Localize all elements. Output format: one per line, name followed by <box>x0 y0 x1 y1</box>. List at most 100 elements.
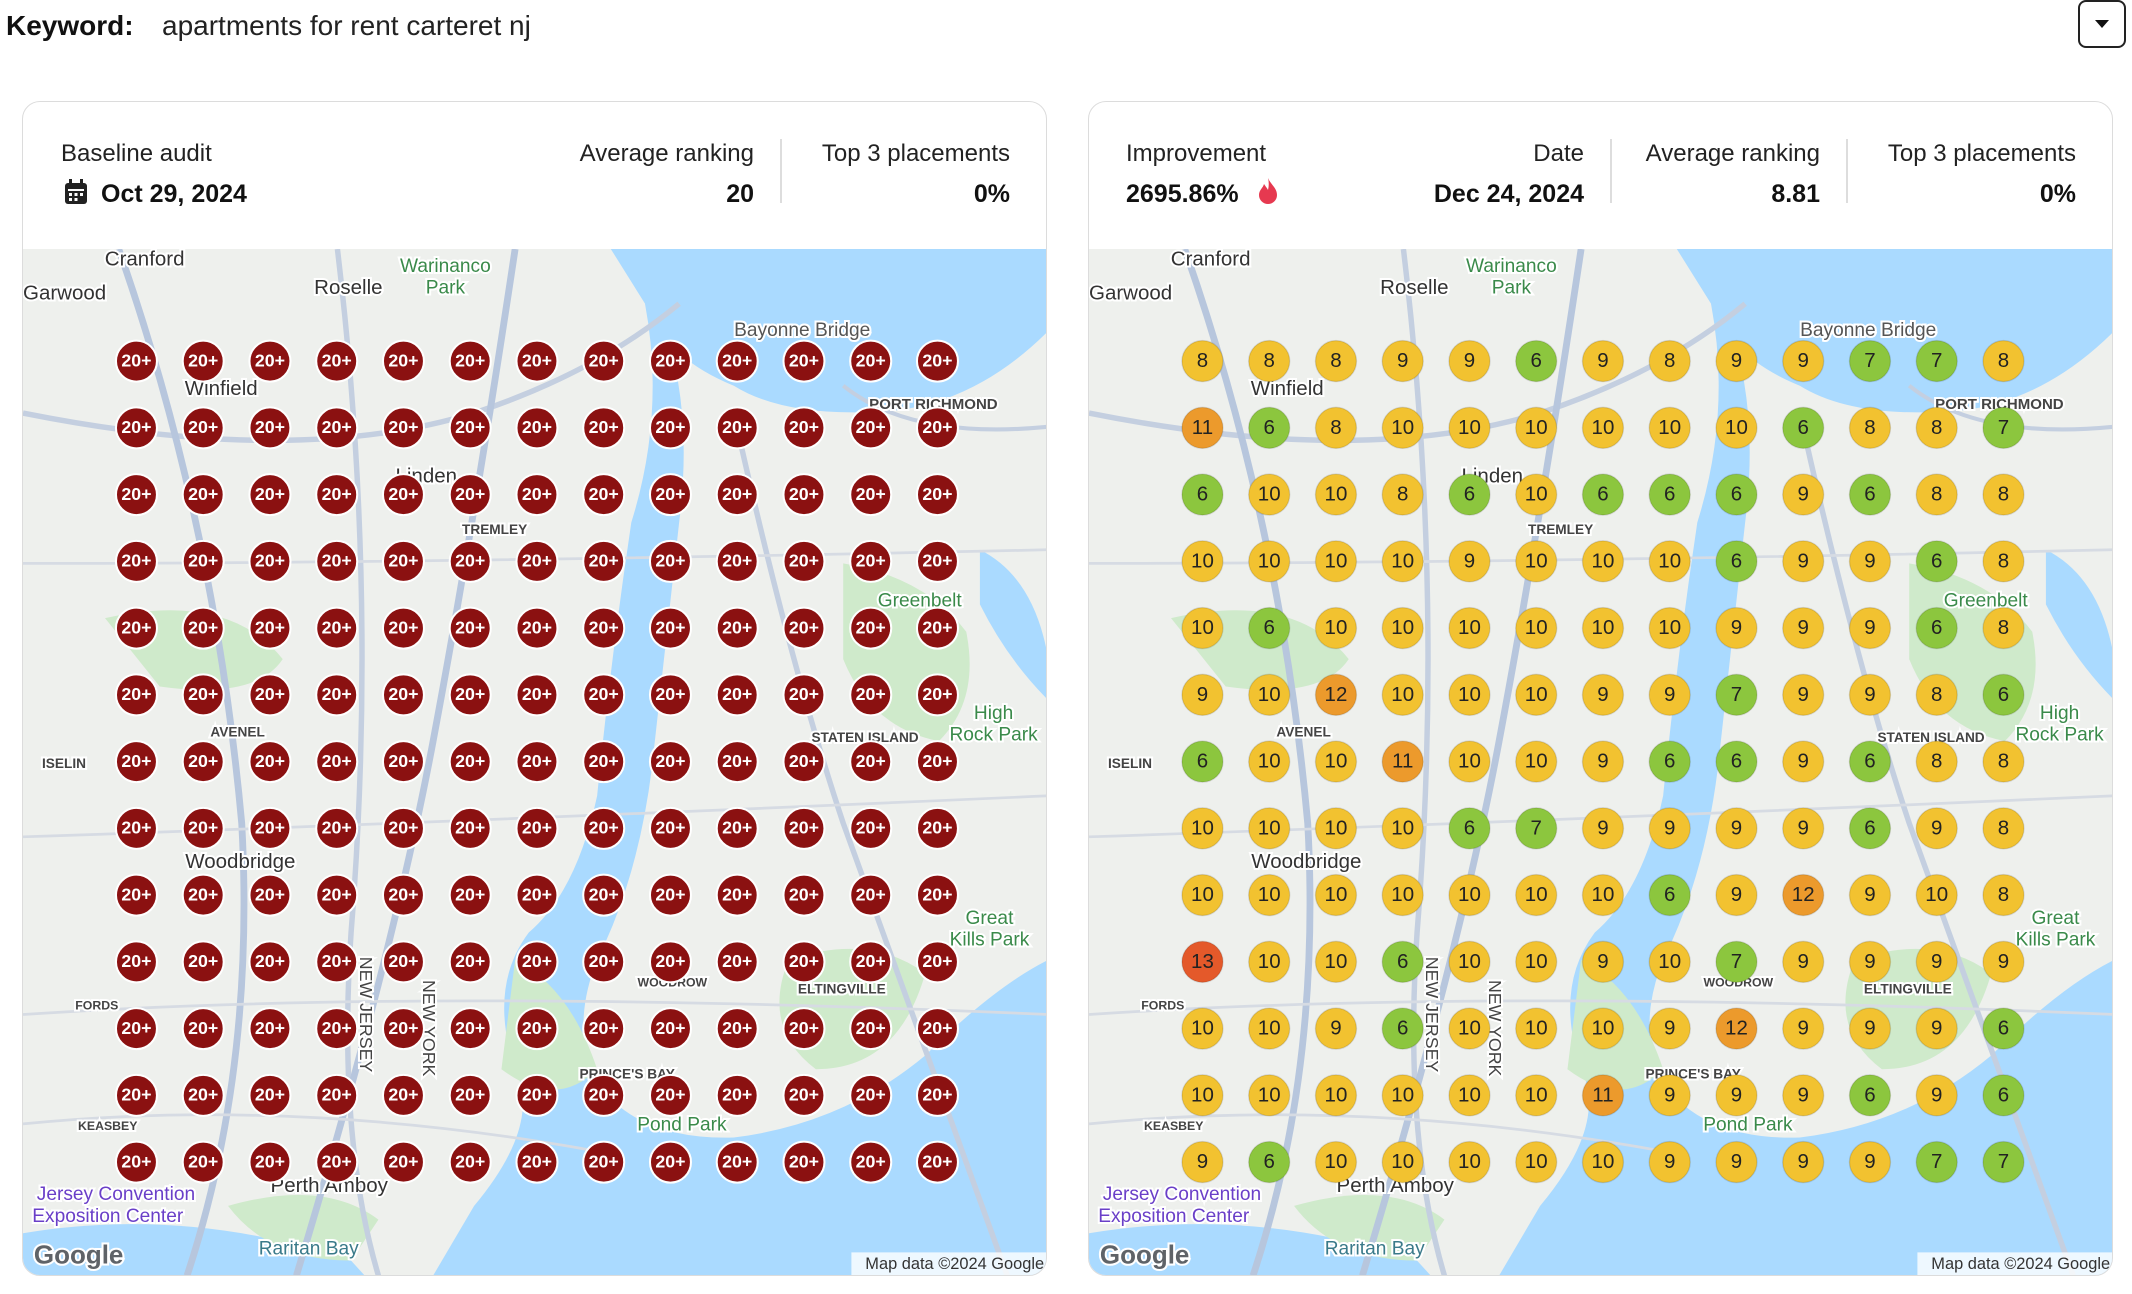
rank-label: 9 <box>1731 1150 1742 1173</box>
rank-label: 20+ <box>856 1018 886 1038</box>
rank-marker <box>849 940 893 984</box>
rank-marker <box>381 1007 425 1051</box>
rank-marker <box>315 873 359 917</box>
rank-marker <box>1581 1140 1625 1184</box>
rank-marker <box>582 873 626 917</box>
rank-label: 9 <box>1397 349 1408 372</box>
top3-label: Top 3 placements <box>1887 140 2076 167</box>
rank-marker <box>1314 606 1358 650</box>
map-label: Raritan Bay <box>259 1239 359 1260</box>
rank-label: 20+ <box>455 350 485 370</box>
rank-label: 20+ <box>655 417 685 437</box>
rank-marker <box>114 740 158 784</box>
rank-marker <box>181 806 225 850</box>
water <box>2045 549 2112 698</box>
rank-marker <box>715 1073 759 1117</box>
rank-label: 20+ <box>388 350 418 370</box>
rank-marker <box>1515 540 1558 583</box>
rank-marker <box>1715 740 1758 783</box>
rank-label: 20+ <box>522 884 552 904</box>
water <box>979 549 1046 698</box>
rank-marker <box>1982 1074 2025 1117</box>
rank-label: 20+ <box>789 951 819 971</box>
rank-marker <box>1181 940 1224 984</box>
rank-marker <box>648 339 692 383</box>
rank-marker <box>1648 540 1691 583</box>
rank-marker <box>1381 606 1424 650</box>
rank-label: 20+ <box>322 617 352 637</box>
rank-marker <box>1314 1074 1358 1117</box>
rank-label: 20+ <box>655 350 685 370</box>
rank-label: 20+ <box>255 751 285 771</box>
map-label: Bayonne Bridge <box>1800 320 1936 341</box>
rank-marker <box>1715 807 1758 850</box>
baseline-title: Baseline audit <box>61 140 212 167</box>
rank-marker <box>1248 740 1291 783</box>
water <box>1499 303 2112 1275</box>
rank-marker <box>448 339 492 383</box>
rank-label: 7 <box>1931 349 1942 372</box>
rank-marker <box>1982 940 2025 984</box>
rank-label: 9 <box>1798 616 1809 639</box>
rank-label: 20+ <box>322 951 352 971</box>
rank-label: 20+ <box>455 1085 485 1105</box>
road <box>1797 412 2076 1275</box>
rank-label: 9 <box>1998 950 2009 973</box>
rank-marker <box>248 940 292 984</box>
rank-marker <box>1181 1007 1224 1050</box>
avg-value: 20 <box>726 180 754 208</box>
rank-label: 6 <box>1931 549 1942 572</box>
rank-marker <box>715 873 759 917</box>
rank-label: 20+ <box>655 1018 685 1038</box>
rank-label: 20+ <box>388 551 418 571</box>
rank-label: 20+ <box>922 684 952 704</box>
rank-marker <box>1982 406 2025 450</box>
map-label: STATEN ISLAND <box>811 730 918 745</box>
rank-marker <box>248 406 292 450</box>
rank-label: 8 <box>1998 750 2009 773</box>
rank-marker <box>582 940 626 984</box>
rank-label: 9 <box>1798 683 1809 706</box>
rank-label: 20+ <box>856 684 886 704</box>
rank-marker <box>1248 473 1291 516</box>
rank-marker <box>1314 1007 1358 1050</box>
rank-marker <box>1982 673 2025 717</box>
rank-label: 20+ <box>522 1018 552 1038</box>
rank-label: 13 <box>1191 950 1214 973</box>
rank-marker <box>1314 406 1358 450</box>
rank-label: 10 <box>1525 616 1548 639</box>
rank-label: 20+ <box>655 884 685 904</box>
rank-label: 8 <box>1397 483 1408 506</box>
rank-label: 20+ <box>856 884 886 904</box>
rank-marker <box>181 1140 225 1184</box>
rank-label: 20+ <box>522 818 552 838</box>
rank-marker <box>648 1140 692 1184</box>
map-label: NEW YORK <box>1485 980 1505 1077</box>
rank-marker <box>515 873 559 917</box>
map-label: KEASBEY <box>1144 1119 1203 1133</box>
rank-label: 20+ <box>856 484 886 504</box>
dropdown-button[interactable] <box>2078 0 2126 48</box>
rank-label: 8 <box>1998 349 2009 372</box>
rank-marker <box>715 806 759 850</box>
rank-marker <box>648 873 692 917</box>
rank-label: 20+ <box>789 818 819 838</box>
rank-marker <box>849 1140 893 1184</box>
rank-label: 20+ <box>255 484 285 504</box>
rank-label: 10 <box>1525 683 1548 706</box>
rank-marker <box>1915 339 1958 383</box>
rank-marker <box>114 473 158 517</box>
rank-label: 20+ <box>789 617 819 637</box>
rank-marker <box>849 339 893 383</box>
rank-label: 12 <box>1325 683 1348 706</box>
rank-label: 6 <box>1931 616 1942 639</box>
rank-marker <box>915 1073 959 1117</box>
rank-marker <box>849 806 893 850</box>
rank-marker <box>1515 807 1558 850</box>
rank-marker <box>648 740 692 784</box>
rank-marker <box>1248 606 1291 650</box>
rank-label: 20+ <box>188 484 218 504</box>
avg-label: Average ranking <box>1645 140 1820 167</box>
